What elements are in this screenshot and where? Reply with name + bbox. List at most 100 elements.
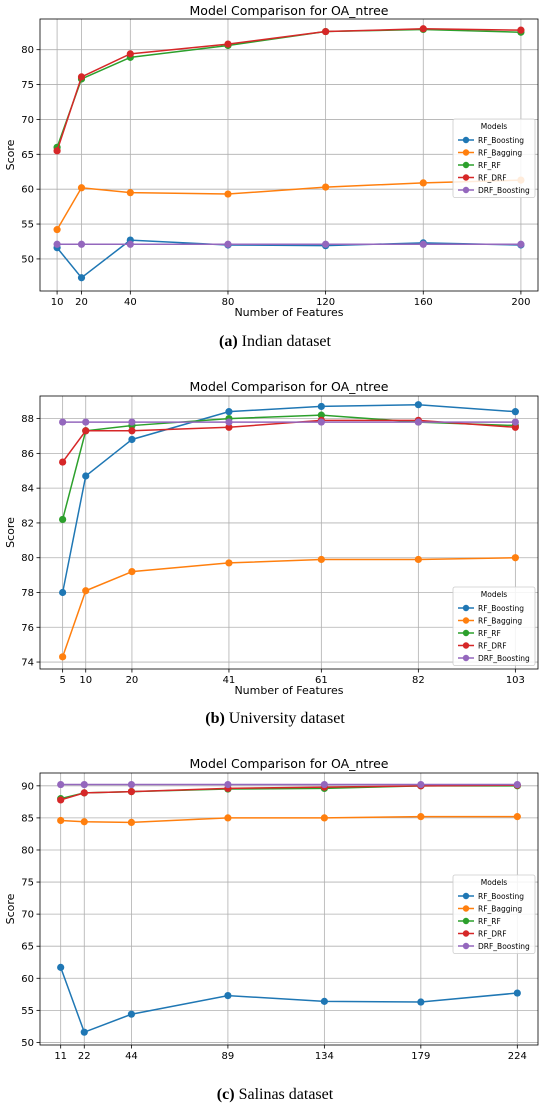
data-point bbox=[77, 274, 86, 282]
data-point bbox=[59, 458, 67, 466]
data-point bbox=[53, 226, 61, 234]
series-RF_Boosting bbox=[59, 401, 519, 597]
data-point bbox=[80, 818, 88, 826]
data-point bbox=[82, 418, 90, 426]
caption-label: (b) bbox=[205, 710, 225, 727]
legend-swatch-marker bbox=[462, 905, 470, 912]
series-line bbox=[59, 967, 518, 1034]
data-point bbox=[224, 814, 232, 822]
y-tick-label: 78 bbox=[21, 588, 34, 599]
legend-swatch-marker bbox=[462, 930, 470, 937]
plot-frame bbox=[39, 395, 539, 670]
legend-title: Models bbox=[481, 590, 508, 599]
data-point bbox=[126, 189, 134, 197]
data-point bbox=[128, 418, 136, 426]
chart-university: Model Comparison for OA_ntree 5 10 20 41 61 82… bbox=[4, 379, 539, 697]
legend-swatch-marker bbox=[462, 149, 470, 156]
data-point bbox=[419, 25, 427, 33]
caption-indian: (a) Indian dataset bbox=[0, 333, 550, 351]
legend-entry: RF_Bagging bbox=[478, 905, 522, 914]
data-point bbox=[224, 992, 232, 1000]
series-RF_RF bbox=[59, 411, 519, 524]
chart-panel-university: Model Comparison for OA_ntree 5 10 20 41 61 82… bbox=[0, 370, 550, 705]
series-line bbox=[56, 28, 521, 148]
y-axis-label: Score bbox=[4, 893, 17, 924]
data-point bbox=[77, 184, 86, 192]
data-point bbox=[128, 427, 136, 435]
legend-swatch-marker bbox=[462, 892, 470, 900]
chart-panel-indian: Model Comparison for OA_ntree 10 20 40 80 120… bbox=[0, 0, 550, 330]
y-tick-label: 60 bbox=[21, 974, 34, 985]
x-tick-label: 103 bbox=[506, 675, 525, 686]
y-tick-label: 50 bbox=[21, 1038, 34, 1049]
legend-entry: RF_DRF bbox=[478, 174, 507, 183]
chart-salinas: Model Comparison for OA_ntree 11 22 44 89 134… bbox=[4, 756, 539, 1060]
data-point bbox=[225, 418, 233, 426]
legend-swatch-marker bbox=[462, 654, 470, 662]
y-tick-label: 88 bbox=[21, 414, 34, 425]
x-tick-label: 5 bbox=[59, 675, 65, 686]
y-tick-label: 86 bbox=[21, 449, 34, 460]
data-point bbox=[322, 240, 330, 248]
caption-label: (c) bbox=[216, 1086, 235, 1103]
caption-label: (a) bbox=[219, 333, 238, 350]
y-tick-label: 80 bbox=[21, 845, 34, 856]
y-tick-label: 55 bbox=[21, 220, 34, 231]
data-point bbox=[517, 26, 525, 34]
data-point bbox=[317, 402, 325, 411]
data-point bbox=[53, 240, 61, 248]
x-tick-label: 10 bbox=[51, 297, 64, 308]
data-point bbox=[82, 427, 90, 435]
x-tick-label: 224 bbox=[508, 1051, 527, 1060]
data-point bbox=[320, 814, 328, 822]
x-tick-label: 40 bbox=[124, 297, 137, 308]
data-point bbox=[57, 963, 65, 971]
caption-text: Indian dataset bbox=[237, 333, 331, 350]
legend-entry: RF_RF bbox=[478, 629, 501, 638]
data-point bbox=[128, 435, 136, 444]
series-RF_DRF bbox=[53, 25, 525, 155]
legend-title: Models bbox=[481, 878, 508, 887]
legend-entry: RF_Boosting bbox=[478, 136, 524, 145]
caption-salinas: (c) Salinas dataset bbox=[0, 1086, 550, 1104]
x-tick-label: 134 bbox=[315, 1051, 334, 1060]
legend-entry: RF_DRF bbox=[478, 930, 507, 939]
y-tick-label: 74 bbox=[21, 658, 34, 669]
data-point bbox=[317, 555, 325, 564]
data-point bbox=[126, 50, 134, 58]
legend-swatch-marker bbox=[462, 604, 470, 612]
data-point bbox=[511, 554, 519, 562]
y-tick-label: 65 bbox=[21, 150, 34, 161]
data-point bbox=[80, 1028, 88, 1036]
data-point bbox=[59, 653, 67, 661]
legend-entry: RF_Bagging bbox=[478, 617, 522, 626]
legend-entry: RF_Bagging bbox=[478, 149, 522, 158]
data-point bbox=[517, 240, 525, 248]
y-tick-label: 50 bbox=[21, 254, 34, 265]
x-axis-label: Number of Features bbox=[234, 306, 343, 319]
x-tick-label: 82 bbox=[412, 675, 425, 686]
y-tick-label: 80 bbox=[21, 45, 34, 56]
legend-swatch-marker bbox=[462, 942, 470, 950]
x-tick-label: 20 bbox=[126, 675, 139, 686]
data-point bbox=[320, 780, 328, 789]
y-tick-label: 85 bbox=[21, 813, 34, 824]
data-point bbox=[419, 240, 427, 248]
series-RF_Boosting bbox=[57, 963, 521, 1036]
data-point bbox=[224, 190, 232, 198]
data-point bbox=[57, 780, 65, 789]
legend-entry: DRF_Boosting bbox=[478, 942, 530, 951]
series-line bbox=[56, 179, 521, 231]
legend-entry: RF_DRF bbox=[478, 642, 507, 651]
x-tick-label: 80 bbox=[222, 297, 235, 308]
legend-swatch-marker bbox=[462, 629, 470, 637]
y-tick-label: 55 bbox=[21, 1006, 34, 1017]
legend-swatch-marker bbox=[462, 617, 470, 624]
legend-title: Models bbox=[481, 122, 508, 131]
data-point bbox=[317, 418, 325, 426]
x-tick-label: 20 bbox=[75, 297, 88, 308]
series-DRF_Boosting bbox=[57, 780, 521, 789]
chart-title: Model Comparison for OA_ntree bbox=[190, 756, 389, 771]
data-point bbox=[127, 788, 136, 796]
x-tick-label: 179 bbox=[411, 1051, 430, 1060]
